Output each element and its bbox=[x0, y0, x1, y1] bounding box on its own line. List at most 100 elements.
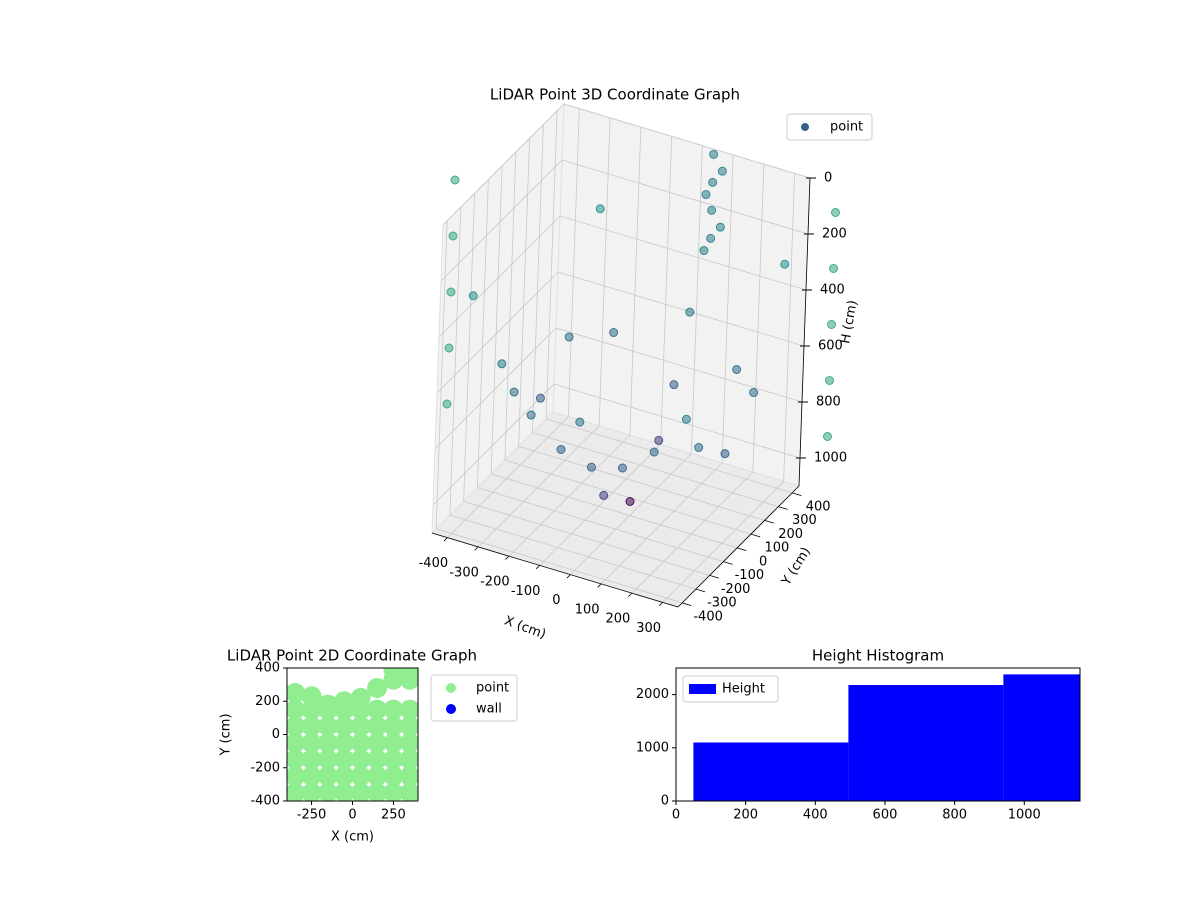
z-tick-label: 200 bbox=[822, 227, 847, 242]
point bbox=[618, 463, 627, 473]
point bbox=[317, 749, 338, 770]
x-tick-label: -250 bbox=[297, 808, 327, 823]
grid-line bbox=[629, 127, 642, 436]
y-tick-label: -200 bbox=[250, 760, 280, 775]
y-tick-label: -400 bbox=[250, 794, 280, 809]
point bbox=[350, 782, 371, 801]
z-axis bbox=[798, 177, 811, 487]
tick-mark bbox=[682, 602, 692, 607]
point bbox=[526, 410, 536, 420]
y-tick-label: 100 bbox=[764, 541, 789, 556]
point bbox=[301, 782, 322, 801]
point bbox=[399, 782, 418, 801]
point bbox=[556, 445, 566, 454]
tick-mark bbox=[792, 492, 802, 497]
tick-mark bbox=[658, 602, 663, 607]
y-tick-label: 1000 bbox=[636, 740, 669, 755]
point bbox=[625, 497, 635, 506]
tick-mark bbox=[750, 533, 761, 538]
grid-line bbox=[491, 473, 738, 549]
grid-line bbox=[463, 193, 476, 502]
legend-marker bbox=[801, 123, 809, 131]
y-tick-label: -200 bbox=[721, 582, 751, 597]
point bbox=[709, 149, 719, 159]
point bbox=[825, 376, 834, 385]
point bbox=[708, 177, 718, 187]
grid-line bbox=[559, 215, 807, 291]
grid-line bbox=[783, 173, 796, 482]
grid-line bbox=[463, 500, 710, 576]
bar bbox=[848, 685, 1004, 801]
point bbox=[383, 749, 404, 770]
x-tick-label: -300 bbox=[449, 565, 479, 580]
grid-line bbox=[570, 453, 692, 575]
x-tick-label: 800 bbox=[942, 808, 967, 823]
tick-mark bbox=[535, 565, 540, 570]
grid-line bbox=[508, 434, 631, 557]
grid-line bbox=[518, 445, 765, 521]
bar bbox=[1003, 674, 1080, 801]
point bbox=[350, 766, 371, 787]
grid-line bbox=[553, 383, 801, 459]
point bbox=[317, 694, 338, 715]
point bbox=[334, 716, 355, 737]
point bbox=[715, 222, 725, 232]
z-tick-label: 400 bbox=[820, 283, 845, 298]
legend-label: wall bbox=[476, 702, 502, 717]
grid-line bbox=[440, 159, 563, 282]
grid-line bbox=[449, 207, 462, 516]
grid-line bbox=[432, 383, 555, 506]
x-tick-label: 300 bbox=[636, 621, 661, 636]
point bbox=[717, 166, 727, 176]
grid-line bbox=[490, 165, 503, 474]
plot-frame bbox=[675, 667, 1081, 802]
point bbox=[701, 190, 711, 200]
point bbox=[287, 732, 306, 753]
point bbox=[399, 668, 418, 680]
legend-box bbox=[786, 113, 873, 141]
grid-line bbox=[660, 136, 673, 445]
point bbox=[649, 447, 659, 457]
point bbox=[446, 287, 456, 297]
point bbox=[823, 432, 832, 441]
legend-marker bbox=[446, 683, 456, 693]
grid-line bbox=[442, 103, 565, 226]
point bbox=[831, 208, 840, 217]
point bbox=[334, 749, 355, 770]
point bbox=[586, 462, 596, 472]
point bbox=[509, 387, 519, 397]
grid-line bbox=[561, 159, 809, 235]
point bbox=[497, 359, 507, 369]
point bbox=[535, 393, 545, 403]
point bbox=[334, 766, 355, 787]
point bbox=[301, 686, 322, 707]
x-tick-label: 200 bbox=[733, 808, 758, 823]
x-axis-label: X (cm) bbox=[502, 614, 548, 643]
grid-line bbox=[563, 103, 811, 179]
grid-line bbox=[539, 444, 661, 566]
grid-line bbox=[504, 459, 751, 535]
point bbox=[334, 782, 355, 801]
x-tick-label: 1000 bbox=[1008, 808, 1041, 823]
tick-mark bbox=[695, 588, 706, 593]
tick-mark bbox=[723, 561, 733, 565]
y-tick-label: 200 bbox=[778, 527, 803, 542]
y-axis-label: Y (cm) bbox=[219, 713, 234, 756]
z-axis-label: H (cm) bbox=[838, 299, 860, 345]
point bbox=[367, 782, 388, 801]
point bbox=[301, 716, 322, 737]
point bbox=[399, 766, 418, 787]
grid-line bbox=[477, 487, 724, 563]
point bbox=[367, 699, 388, 720]
point bbox=[367, 732, 388, 753]
x-tick-label: -100 bbox=[511, 584, 541, 599]
grid-line bbox=[504, 152, 517, 461]
grid-line bbox=[600, 462, 723, 585]
tick-mark bbox=[597, 583, 602, 588]
point bbox=[450, 175, 460, 185]
point bbox=[599, 490, 609, 500]
y-tick-label: 200 bbox=[255, 694, 280, 709]
point bbox=[399, 732, 418, 753]
point bbox=[350, 716, 371, 737]
point bbox=[564, 332, 574, 342]
